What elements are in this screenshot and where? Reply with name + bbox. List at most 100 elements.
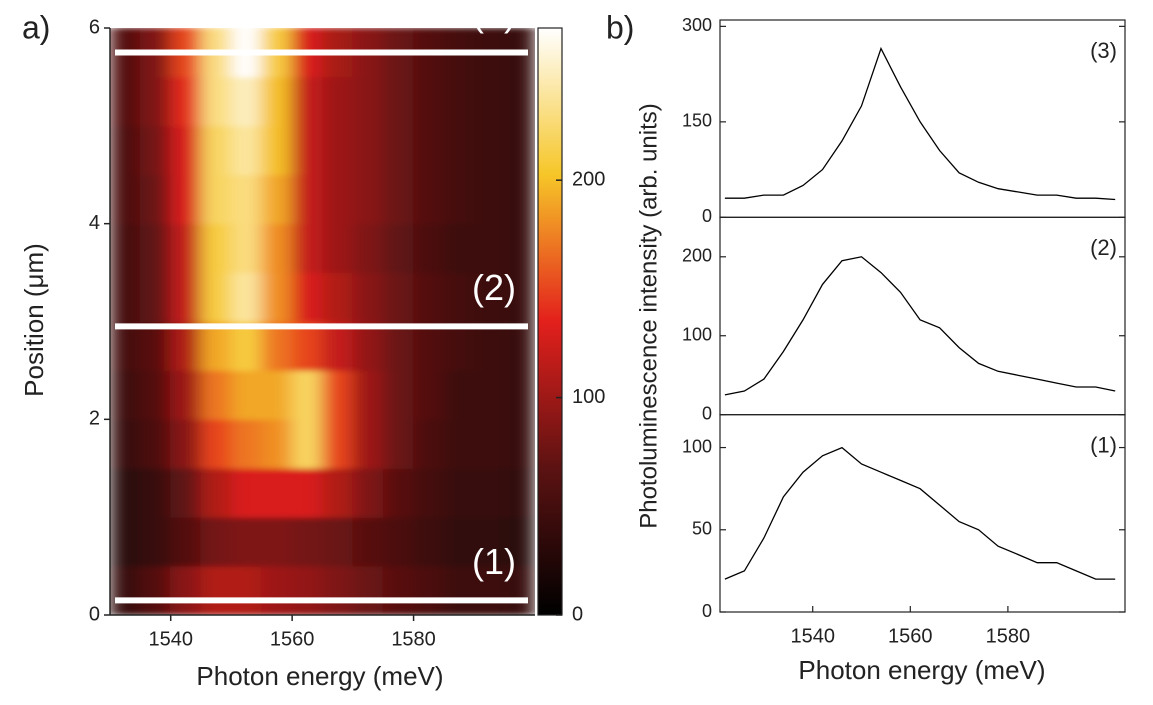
heatmap-cell bbox=[504, 272, 535, 322]
heatmap-cell bbox=[230, 369, 263, 420]
x-tick-label: 1580 bbox=[986, 625, 1031, 647]
panel-label: b) bbox=[606, 9, 634, 45]
heatmap-cell bbox=[322, 174, 354, 225]
colorbar-tick-label: 0 bbox=[572, 603, 583, 625]
heatmap-cell bbox=[504, 174, 535, 225]
heatmap-cell bbox=[504, 76, 535, 127]
heatmap-cell bbox=[230, 418, 263, 469]
heatmap-cell bbox=[352, 174, 384, 225]
heatmap-cell bbox=[291, 76, 323, 127]
cut-label: (1) bbox=[472, 541, 516, 582]
heatmap-cells bbox=[110, 28, 535, 615]
y-tick-label: 4 bbox=[89, 212, 100, 234]
heatmap-cell bbox=[230, 125, 263, 176]
heatmap-cell bbox=[110, 467, 141, 518]
heatmap-cell bbox=[170, 418, 202, 469]
heatmap-cell bbox=[352, 467, 384, 518]
cut-label: (2) bbox=[472, 267, 516, 308]
x-axis-title: Photon energy (meV) bbox=[798, 655, 1045, 685]
heatmap-cell bbox=[200, 272, 232, 322]
heatmap-cell bbox=[170, 516, 202, 567]
heatmap-cell bbox=[139, 418, 172, 469]
heatmap-cell bbox=[322, 565, 354, 615]
heatmap-cell bbox=[230, 76, 263, 127]
y-tick-label: 0 bbox=[89, 603, 100, 625]
heatmap-cell bbox=[110, 418, 141, 469]
heatmap-cell bbox=[261, 467, 293, 518]
heatmap-cell bbox=[352, 565, 384, 615]
heatmap-cell bbox=[382, 418, 415, 469]
heatmap-cell bbox=[413, 369, 445, 420]
heatmap-cell bbox=[413, 272, 445, 322]
y-tick-label: 0 bbox=[702, 601, 712, 621]
heatmap-cell bbox=[110, 174, 141, 225]
heatmap-cell bbox=[291, 272, 323, 322]
heatmap-cell bbox=[139, 174, 172, 225]
heatmap-cell bbox=[291, 467, 323, 518]
heatmap-cell bbox=[200, 516, 232, 567]
heatmap-cell bbox=[413, 125, 445, 176]
heatmap-cell bbox=[291, 516, 323, 567]
heatmap-cell bbox=[473, 516, 506, 567]
heatmap-cell bbox=[473, 467, 506, 518]
y-tick-label: 50 bbox=[692, 519, 712, 539]
y-axis-title: Photoluminescence intensity (arb. units) bbox=[635, 103, 662, 529]
spectrum-line bbox=[724, 46, 1116, 201]
heatmap-cell bbox=[230, 565, 263, 615]
heatmap-cell bbox=[322, 369, 354, 420]
heatmap-cell bbox=[473, 174, 506, 225]
heatmap-cell bbox=[110, 223, 141, 274]
y-tick-label: 0 bbox=[702, 206, 712, 226]
heatmap-cell bbox=[261, 76, 293, 127]
heatmap-cell bbox=[261, 516, 293, 567]
heatmap-cell bbox=[352, 223, 384, 274]
y-tick-label: 100 bbox=[682, 436, 712, 456]
heatmap-cell bbox=[504, 223, 535, 274]
heatmap-cell bbox=[473, 76, 506, 127]
heatmap-cell bbox=[443, 369, 475, 420]
heatmap-cell bbox=[261, 223, 293, 274]
heatmap-cell bbox=[382, 516, 415, 567]
subplot-frame bbox=[719, 19, 1126, 218]
heatmap-cell bbox=[110, 369, 141, 420]
heatmap-cell bbox=[322, 223, 354, 274]
colorbar-tick-label: 200 bbox=[572, 168, 605, 190]
heatmap-cell bbox=[200, 467, 232, 518]
heatmap-cell bbox=[473, 272, 506, 322]
heatmap-cell bbox=[413, 467, 445, 518]
heatmap-cell bbox=[110, 516, 141, 567]
heatmap-cell bbox=[139, 369, 172, 420]
y-axis-title: Position (μm) bbox=[19, 243, 49, 397]
x-tick-label: 1540 bbox=[148, 628, 193, 650]
heatmap-cell bbox=[261, 369, 293, 420]
heatmap-cell bbox=[230, 174, 263, 225]
heatmap-cell bbox=[352, 418, 384, 469]
heatmap-cell bbox=[261, 272, 293, 322]
heatmap-cell bbox=[110, 125, 141, 176]
heatmap-cell bbox=[261, 125, 293, 176]
heatmap-cell bbox=[170, 565, 202, 615]
heatmap-cell bbox=[230, 272, 263, 322]
heatmap-cell bbox=[352, 76, 384, 127]
heatmap-cell bbox=[261, 418, 293, 469]
heatmap-cell bbox=[139, 76, 172, 127]
heatmap-cell bbox=[291, 223, 323, 274]
y-tick-label: 100 bbox=[682, 324, 712, 344]
heatmap-cell bbox=[443, 516, 475, 567]
heatmap-cell bbox=[382, 369, 415, 420]
heatmap-cell bbox=[504, 125, 535, 176]
heatmap-cell bbox=[291, 418, 323, 469]
heatmap-cell bbox=[139, 223, 172, 274]
heatmap-cell bbox=[322, 467, 354, 518]
heatmap-cell bbox=[504, 418, 535, 469]
heatmap-cell bbox=[261, 174, 293, 225]
heatmap-cell bbox=[170, 467, 202, 518]
heatmap-cell bbox=[200, 565, 232, 615]
heatmap-cell bbox=[139, 125, 172, 176]
heatmap-cell bbox=[170, 223, 202, 274]
heatmap-cell bbox=[382, 565, 415, 615]
heatmap-cell bbox=[170, 369, 202, 420]
heatmap-cell bbox=[504, 516, 535, 567]
heatmap-cell bbox=[413, 516, 445, 567]
